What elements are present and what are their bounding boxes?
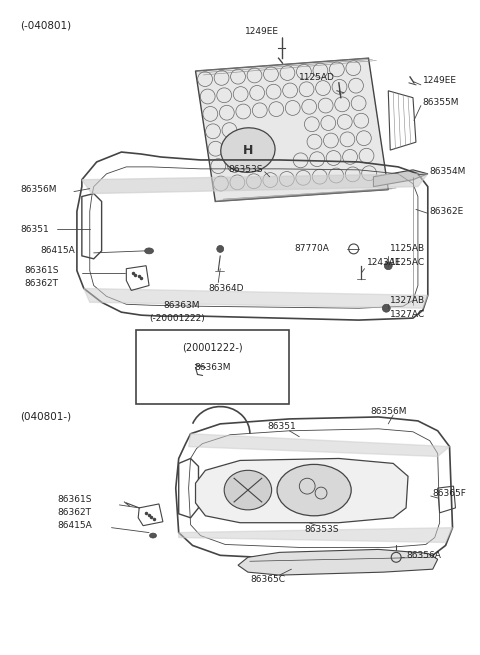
Ellipse shape: [277, 464, 351, 515]
Polygon shape: [84, 288, 428, 309]
Text: 86361S: 86361S: [57, 495, 92, 504]
Text: 1249EE: 1249EE: [423, 77, 457, 85]
Text: 86362T: 86362T: [57, 508, 91, 517]
Text: 1125AB: 1125AB: [390, 244, 425, 253]
Text: 86351: 86351: [21, 225, 49, 234]
Ellipse shape: [217, 246, 224, 252]
Bar: [136, 330, 289, 404]
Text: 86363M: 86363M: [194, 363, 231, 372]
Polygon shape: [195, 458, 408, 523]
Text: 86356M: 86356M: [371, 407, 407, 415]
Text: 86365C: 86365C: [250, 574, 285, 584]
Text: (20001222-): (20001222-): [182, 343, 243, 353]
Text: 86351: 86351: [268, 422, 297, 432]
Text: 86354M: 86354M: [430, 167, 466, 176]
Polygon shape: [238, 550, 438, 575]
Text: 87770A: 87770A: [294, 244, 329, 253]
Text: 1243AE: 1243AE: [367, 258, 401, 267]
Ellipse shape: [150, 533, 156, 538]
Text: 86364D: 86364D: [208, 284, 244, 293]
Text: 86353S: 86353S: [228, 165, 263, 174]
Text: 86355M: 86355M: [423, 98, 459, 107]
Polygon shape: [179, 528, 453, 542]
Polygon shape: [82, 174, 428, 194]
Circle shape: [384, 262, 392, 270]
Polygon shape: [189, 434, 450, 457]
Ellipse shape: [221, 128, 275, 172]
Text: 1327AB: 1327AB: [390, 296, 425, 305]
Text: 86353S: 86353S: [304, 525, 339, 534]
Ellipse shape: [224, 470, 272, 510]
Text: 1125AC: 1125AC: [390, 258, 425, 267]
Text: 86361S: 86361S: [24, 266, 59, 275]
Text: 1327AC: 1327AC: [390, 310, 425, 318]
Text: 86356M: 86356M: [21, 185, 57, 194]
Text: (040801-): (040801-): [21, 412, 72, 422]
Ellipse shape: [144, 248, 154, 254]
Text: 86415A: 86415A: [40, 246, 75, 255]
Text: 86362E: 86362E: [430, 207, 464, 216]
Text: H: H: [243, 143, 253, 157]
Text: 86415A: 86415A: [57, 521, 92, 530]
Text: 86362T: 86362T: [24, 279, 59, 288]
Polygon shape: [373, 170, 428, 187]
Polygon shape: [195, 58, 388, 202]
Text: 1125AD: 1125AD: [299, 73, 335, 83]
Text: (-040801): (-040801): [21, 20, 72, 31]
Text: 1249EE: 1249EE: [245, 27, 279, 36]
Text: 86363M: 86363M: [163, 301, 199, 310]
Text: 86356A: 86356A: [406, 551, 441, 560]
Text: 86365F: 86365F: [433, 489, 467, 498]
Text: (-20001222): (-20001222): [149, 314, 205, 323]
Circle shape: [383, 305, 390, 312]
